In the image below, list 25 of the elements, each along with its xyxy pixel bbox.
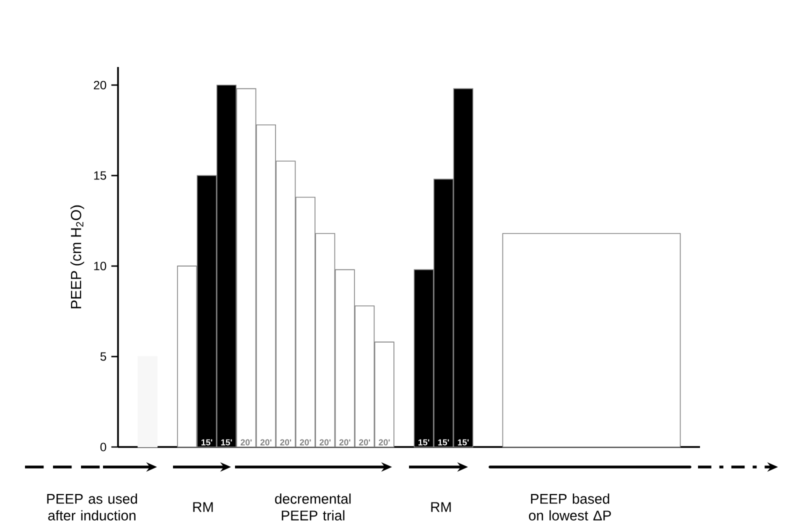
text: RM [431, 502, 451, 512]
y-axis-title: PEEP (cm H$_{2}$O) [70, 205, 84, 308]
x-tick-label: 20' [378, 439, 390, 446]
x-tick-label: 15' [221, 439, 232, 446]
y-tick-label: 10 [94, 262, 106, 270]
x-tick-label: 20' [300, 439, 311, 446]
text: decremental PEEP trial [275, 494, 351, 520]
y-tick-label: 20 [94, 80, 106, 90]
text: RM [193, 502, 213, 512]
y-tick-label: 15 [94, 171, 106, 180]
y-tick-label: 0 [100, 442, 106, 452]
x-tick-label: 15' [438, 439, 449, 446]
y-tick-label: 5 [100, 352, 106, 361]
x-tick-label: 15' [201, 439, 212, 446]
text: PEEP based on lowest ΔP [528, 494, 611, 520]
bar [138, 356, 158, 448]
x-tick-label: 20' [260, 439, 272, 446]
x-tick-label: 20' [320, 439, 331, 446]
text: PEEP as used after induction [47, 494, 137, 520]
x-tick-label: 15' [418, 439, 430, 446]
x-tick-label: 20' [359, 439, 370, 446]
x-tick-label: 20' [339, 439, 350, 446]
x-tick-label: 20' [240, 439, 252, 446]
x-tick-label: 15' [458, 439, 469, 446]
x-tick-label: 20' [280, 439, 292, 446]
